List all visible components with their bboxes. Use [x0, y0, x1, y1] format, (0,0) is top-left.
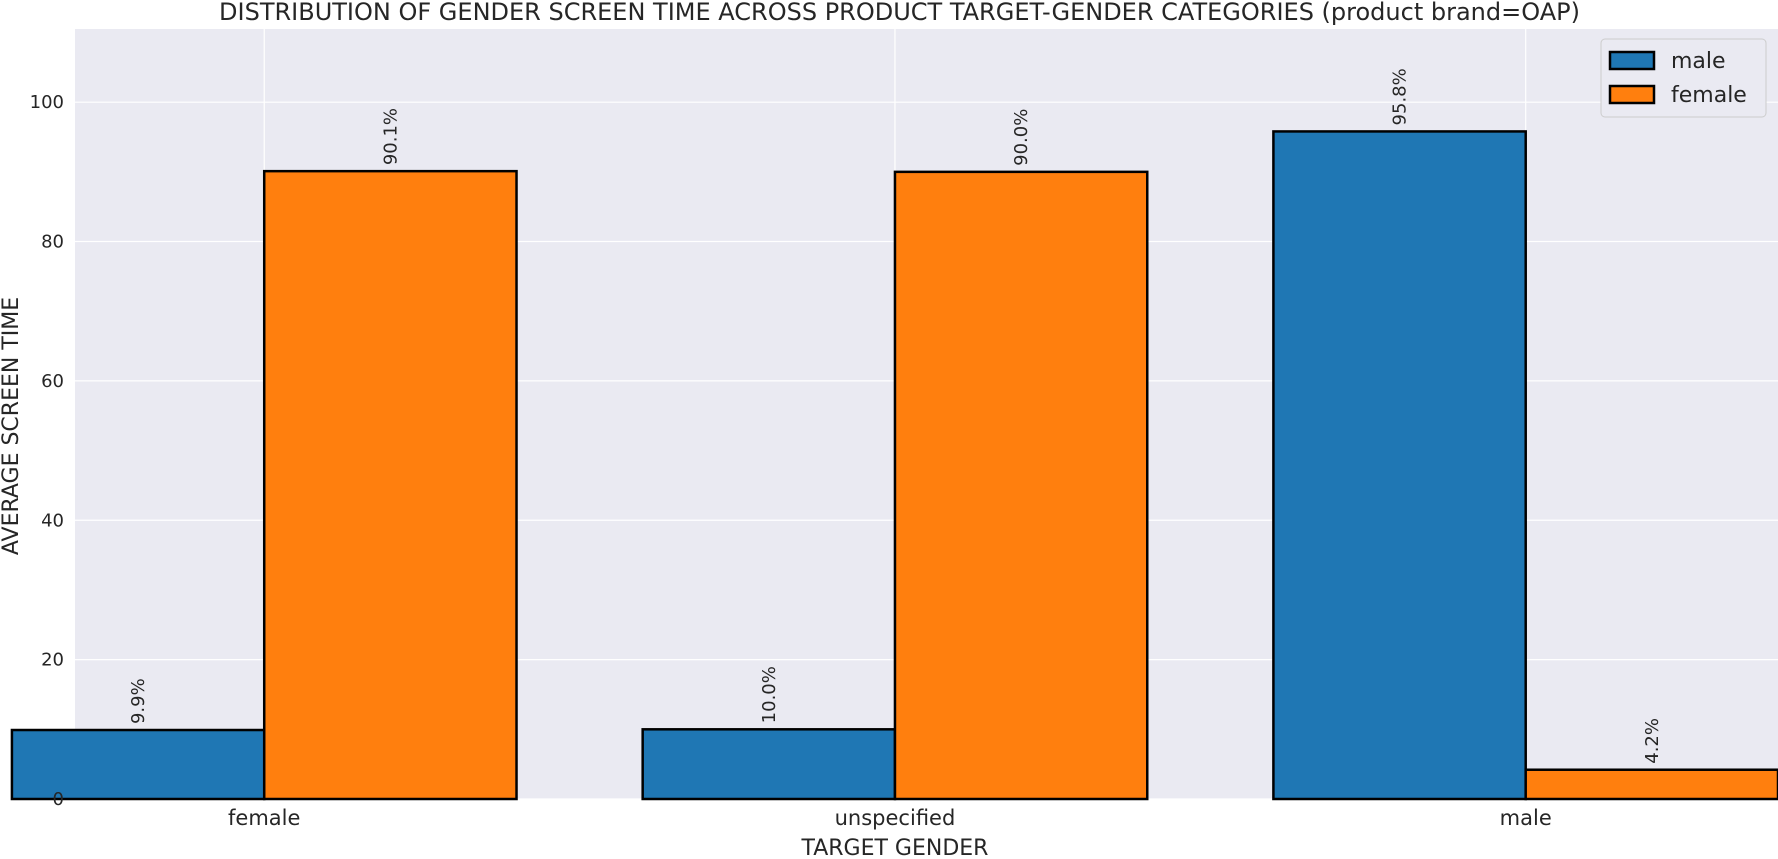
y-tick-label: 20 — [41, 650, 64, 671]
y-tick-label: 0 — [53, 789, 64, 810]
legend-label-female: female — [1671, 83, 1747, 108]
data-labels: 9.9% 10.0% 95.8% 90.1% 90.0% 4.2% — [128, 68, 1663, 763]
legend: male female — [1600, 38, 1767, 118]
legend-label-male: male — [1671, 49, 1726, 74]
x-axis-ticks: female unspecified male — [228, 806, 1552, 830]
bar-male-female — [10, 728, 266, 801]
data-label-female-unspecified: 90.0% — [1011, 109, 1032, 166]
data-label-female-male: 4.2% — [1642, 718, 1663, 764]
y-tick-label: 60 — [41, 371, 64, 392]
bar-female-female — [262, 169, 518, 801]
bar-male-unspecified — [641, 728, 897, 801]
legend-swatch-male — [1608, 50, 1656, 71]
x-tick-label: male — [1500, 806, 1552, 830]
y-axis-label: AVERAGE SCREEN TIME — [0, 297, 24, 555]
legend-swatch-female — [1608, 84, 1656, 105]
x-tick-label: unspecified — [835, 806, 956, 830]
chart-title: DISTRIBUTION OF GENDER SCREEN TIME ACROS… — [219, 0, 1580, 26]
x-tick-label: female — [228, 806, 300, 830]
bars — [10, 130, 1778, 801]
y-tick-label: 80 — [41, 232, 64, 253]
data-label-male-male: 95.8% — [1390, 68, 1411, 125]
x-axis-label: TARGET GENDER — [800, 836, 988, 859]
y-tick-label: 40 — [41, 510, 64, 531]
y-axis-ticks: 0 20 40 60 80 100 — [30, 92, 64, 810]
y-tick-label: 100 — [30, 92, 64, 113]
bar-male-male — [1272, 130, 1527, 801]
data-label-male-female: 9.9% — [128, 678, 149, 724]
bar-female-unspecified — [893, 170, 1149, 801]
data-label-female-female: 90.1% — [380, 108, 401, 165]
bar-female-male — [1524, 768, 1778, 801]
data-label-male-unspecified: 10.0% — [759, 666, 780, 723]
